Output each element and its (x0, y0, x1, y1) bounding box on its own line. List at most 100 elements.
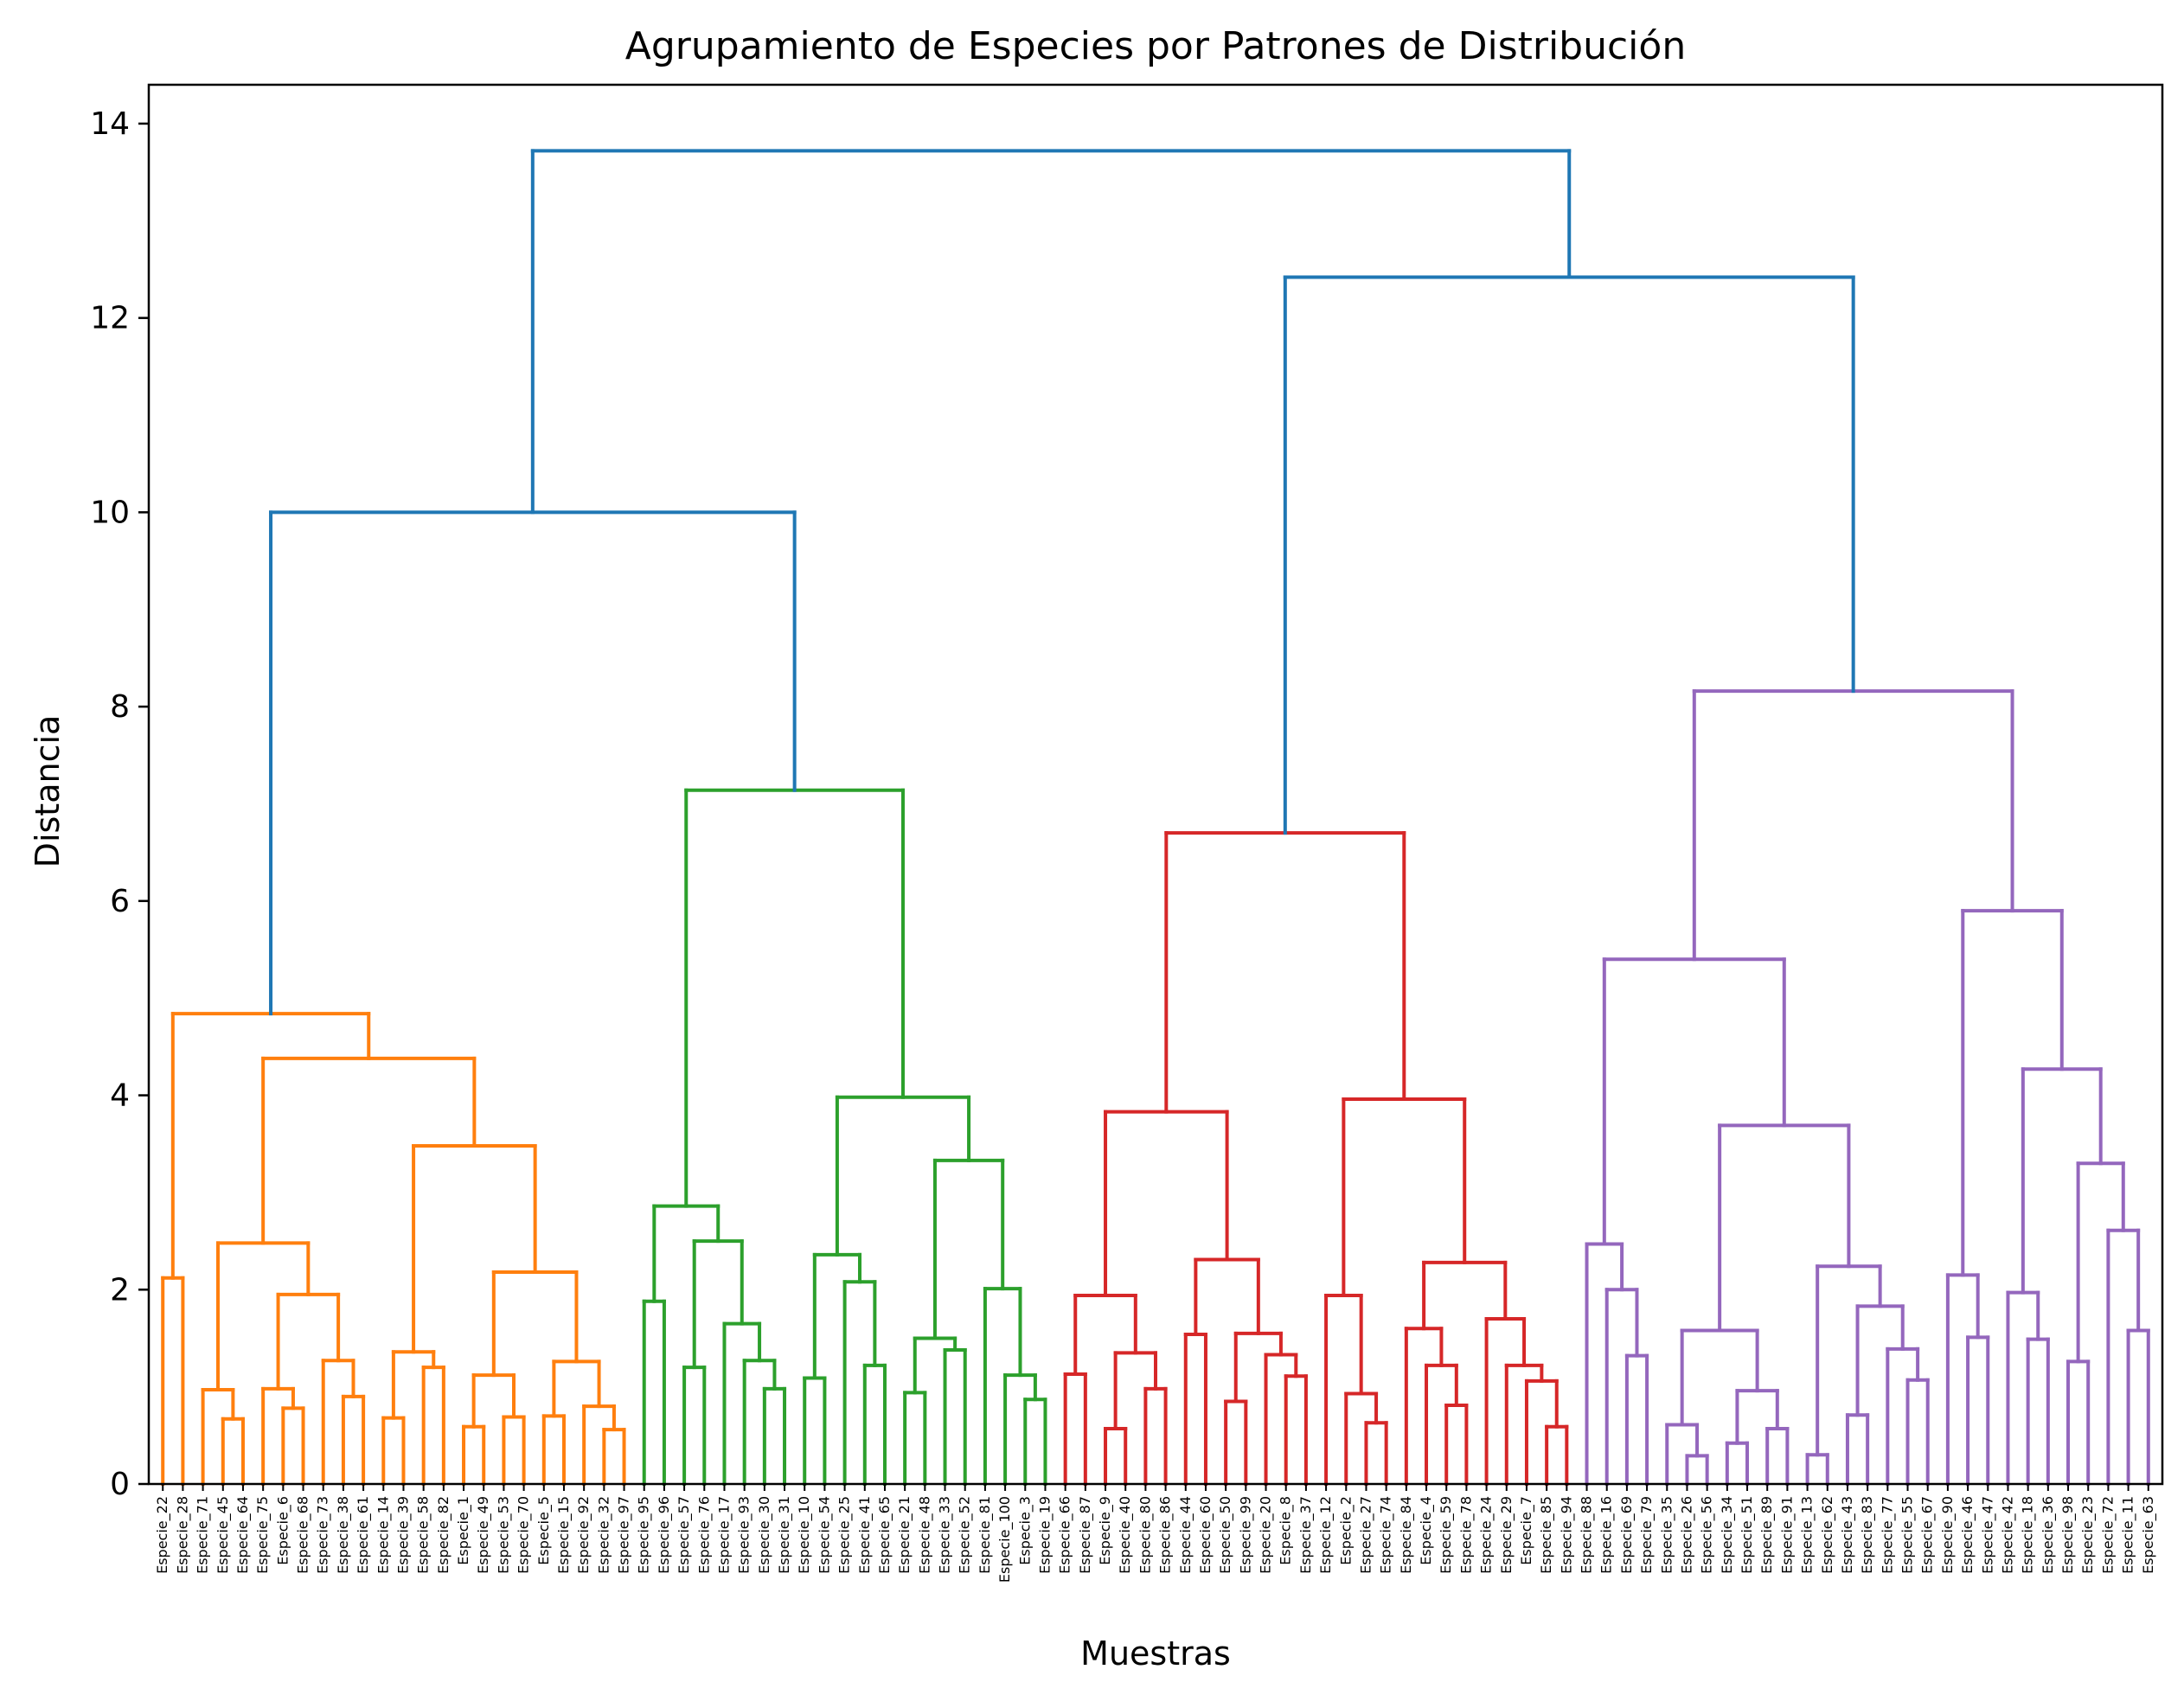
leaf-label: Especie_62 (1819, 1496, 1836, 1574)
leaf-label: Especie_84 (1398, 1496, 1415, 1574)
leaf-label: Especie_13 (1799, 1496, 1816, 1574)
y-tick-label: 2 (110, 1272, 130, 1308)
leaf-label: Especie_83 (1859, 1496, 1876, 1574)
leaf-label: Especie_73 (315, 1496, 332, 1574)
leaf-label: Especie_68 (295, 1496, 312, 1574)
leaf-label: Especie_53 (495, 1496, 512, 1574)
leaf-label: Especie_1 (455, 1496, 472, 1565)
leaf-label: Especie_80 (1137, 1496, 1154, 1574)
leaf-label: Especie_91 (1778, 1496, 1796, 1574)
leaf-label: Especie_16 (1598, 1496, 1616, 1574)
leaf-label: Especie_44 (1177, 1496, 1194, 1574)
leaf-label: Especie_15 (555, 1496, 573, 1574)
plot-frame (147, 83, 2164, 1486)
leaf-label: Especie_52 (957, 1496, 974, 1574)
leaf-label: Especie_77 (1879, 1496, 1896, 1574)
leaf-label: Especie_46 (1959, 1496, 1976, 1574)
leaf-label: Especie_30 (756, 1496, 773, 1574)
leaf-label: Especie_89 (1758, 1496, 1776, 1574)
leaf-label: Especie_71 (195, 1496, 212, 1574)
leaf-label: Especie_95 (636, 1496, 653, 1574)
leaf-label: Especie_94 (1558, 1496, 1575, 1574)
leaf-label: Especie_17 (715, 1496, 733, 1574)
leaf-label: Especie_2 (1337, 1496, 1355, 1565)
leaf-label: Especie_43 (1839, 1496, 1856, 1574)
y-tick-label: 0 (110, 1467, 130, 1502)
leaf-label: Especie_90 (1939, 1496, 1957, 1574)
leaf-label: Especie_10 (796, 1496, 813, 1574)
leaf-label: Especie_32 (595, 1496, 612, 1574)
leaf-label: Especie_6 (274, 1496, 291, 1565)
leaf-label: Especie_60 (1197, 1496, 1214, 1574)
leaf-label: Especie_98 (2059, 1496, 2077, 1574)
leaf-label: Especie_38 (335, 1496, 352, 1574)
leaf-label: Especie_57 (676, 1496, 693, 1574)
leaf-label: Especie_87 (1077, 1496, 1094, 1574)
leaf-label: Especie_58 (415, 1496, 432, 1574)
leaf-label: Especie_67 (1919, 1496, 1937, 1574)
leaf-label: Especie_93 (736, 1496, 753, 1574)
leaf-label: Especie_97 (616, 1496, 633, 1574)
leaf-label: Especie_54 (816, 1496, 833, 1574)
leaf-label: Especie_56 (1699, 1496, 1716, 1574)
y-tick-label: 12 (90, 301, 130, 336)
leaf-label: Especie_21 (896, 1496, 913, 1574)
y-tick-label: 14 (90, 106, 130, 142)
y-axis-ticks: 0 2 4 6 8 10 12 14 (90, 106, 149, 1502)
leaf-label: Especie_96 (656, 1496, 673, 1574)
leaf-label: Especie_45 (215, 1496, 232, 1574)
leaf-label: Especie_59 (1438, 1496, 1455, 1574)
leaf-label: Especie_33 (937, 1496, 954, 1574)
leaf-label: Especie_92 (575, 1496, 592, 1574)
dendrogram-links (161, 149, 2150, 1486)
leaf-label: Especie_7 (1518, 1496, 1535, 1565)
leaf-label: Especie_48 (916, 1496, 933, 1574)
leaf-label: Especie_72 (2099, 1496, 2117, 1574)
leaf-label: Especie_78 (1457, 1496, 1475, 1574)
leaf-label: Especie_24 (1478, 1496, 1495, 1574)
leaf-label: Especie_34 (1719, 1496, 1736, 1574)
y-tick-label: 6 (110, 884, 130, 919)
leaf-label: Especie_49 (475, 1496, 492, 1574)
x-axis-ticks: Especie_22 Especie_28 Especie_71 Especie_45… (154, 1484, 2157, 1583)
leaf-label: Especie_3 (1016, 1496, 1034, 1565)
y-tick-label: 10 (90, 495, 130, 530)
leaf-label: Especie_82 (435, 1496, 452, 1574)
leaf-label: Especie_79 (1638, 1496, 1656, 1574)
leaf-label: Especie_85 (1538, 1496, 1555, 1574)
leaf-label: Especie_99 (1237, 1496, 1254, 1574)
leaf-label: Especie_100 (996, 1496, 1014, 1583)
leaf-label: Especie_11 (2120, 1496, 2137, 1574)
leaf-label: Especie_66 (1057, 1496, 1074, 1574)
leaf-label: Especie_8 (1278, 1496, 1295, 1565)
leaf-label: Especie_12 (1317, 1496, 1335, 1574)
x-axis-label: Muestras (1080, 1634, 1231, 1673)
leaf-label: Especie_31 (776, 1496, 793, 1574)
leaf-label: Especie_42 (1999, 1496, 2016, 1574)
leaf-label: Especie_36 (2040, 1496, 2057, 1574)
leaf-label: Especie_63 (2140, 1496, 2157, 1574)
y-tick-label: 8 (110, 689, 130, 725)
leaf-label: Especie_61 (355, 1496, 372, 1574)
leaf-label: Especie_18 (2020, 1496, 2037, 1574)
leaf-label: Especie_65 (876, 1496, 893, 1574)
leaf-label: Especie_23 (2079, 1496, 2097, 1574)
leaf-label: Especie_20 (1258, 1496, 1275, 1574)
leaf-label: Especie_14 (375, 1496, 392, 1574)
leaf-label: Especie_39 (394, 1496, 412, 1574)
leaf-label: Especie_47 (1979, 1496, 1996, 1574)
leaf-label: Especie_26 (1678, 1496, 1695, 1574)
leaf-label: Especie_35 (1658, 1496, 1675, 1574)
leaf-label: Especie_29 (1498, 1496, 1515, 1574)
leaf-label: Especie_76 (695, 1496, 713, 1574)
leaf-label: Especie_70 (516, 1496, 533, 1574)
leaf-label: Especie_28 (174, 1496, 191, 1574)
leaf-label: Especie_86 (1157, 1496, 1175, 1574)
leaf-label: Especie_27 (1357, 1496, 1374, 1574)
leaf-label: Especie_9 (1097, 1496, 1114, 1565)
leaf-label: Especie_75 (254, 1496, 272, 1574)
leaf-label: Especie_37 (1297, 1496, 1315, 1574)
leaf-label: Especie_41 (856, 1496, 874, 1574)
